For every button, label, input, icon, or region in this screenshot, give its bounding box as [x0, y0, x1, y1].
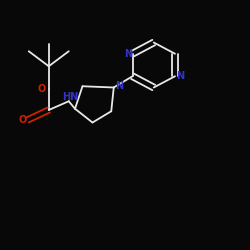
Text: O: O — [37, 84, 46, 94]
Text: N: N — [115, 81, 123, 91]
Text: N: N — [124, 49, 132, 59]
Text: N: N — [176, 71, 184, 81]
Text: O: O — [19, 115, 27, 125]
Text: HN: HN — [62, 92, 78, 102]
